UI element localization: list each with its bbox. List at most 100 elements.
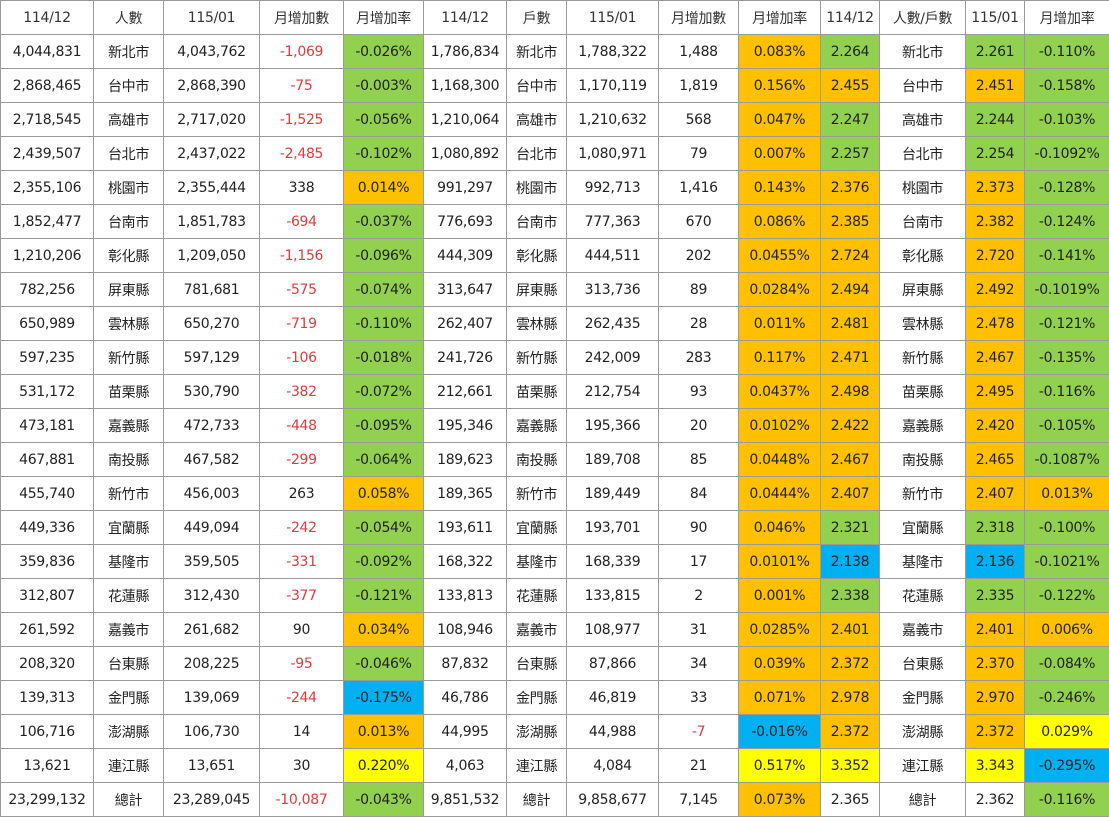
cell-hh-rate: 0.0448% — [738, 442, 821, 477]
cell-pph-rate: -0.1087% — [1024, 442, 1109, 477]
header-cell-pph-prev: 114/12 — [820, 0, 880, 35]
cell-pop-region: 高雄市 — [93, 102, 164, 137]
cell-hh-delta: 7,145 — [658, 782, 739, 817]
cell-hh-delta: 202 — [658, 238, 739, 273]
cell-hh-cur: 168,339 — [566, 544, 659, 579]
cell-pph-cur: 2.370 — [965, 646, 1025, 681]
cell-pph-prev: 2.724 — [820, 238, 880, 273]
cell-pop-cur: 13,651 — [163, 748, 260, 783]
cell-pop-rate: -0.018% — [343, 340, 424, 375]
cell-hh-region: 南投縣 — [506, 442, 567, 477]
cell-pph-prev: 2.338 — [820, 578, 880, 613]
cell-hh-prev: 991,297 — [423, 170, 507, 205]
cell-hh-region: 桃園市 — [506, 170, 567, 205]
cell-hh-region: 花蓮縣 — [506, 578, 567, 613]
cell-pop-region: 苗栗縣 — [93, 374, 164, 409]
cell-hh-delta: 85 — [658, 442, 739, 477]
cell-pop-cur: 781,681 — [163, 272, 260, 307]
cell-pop-region: 彰化縣 — [93, 238, 164, 273]
cell-pop-cur: 261,682 — [163, 612, 260, 647]
cell-pop-rate: 0.013% — [343, 714, 424, 749]
cell-pop-delta: -75 — [259, 68, 344, 103]
cell-pph-cur: 2.335 — [965, 578, 1025, 613]
cell-pph-region: 嘉義縣 — [879, 408, 966, 443]
cell-pph-region: 高雄市 — [879, 102, 966, 137]
cell-pph-region: 新竹縣 — [879, 340, 966, 375]
cell-pop-rate: -0.054% — [343, 510, 424, 545]
cell-hh-region: 台東縣 — [506, 646, 567, 681]
cell-hh-prev: 4,063 — [423, 748, 507, 783]
cell-pop-region: 台中市 — [93, 68, 164, 103]
cell-pop-rate: -0.064% — [343, 442, 424, 477]
cell-hh-prev: 1,168,300 — [423, 68, 507, 103]
cell-pop-rate: -0.072% — [343, 374, 424, 409]
cell-pop-delta: -1,069 — [259, 34, 344, 69]
cell-pop-region: 南投縣 — [93, 442, 164, 477]
cell-pph-prev: 2.422 — [820, 408, 880, 443]
cell-hh-prev: 193,611 — [423, 510, 507, 545]
header-cell-pph-label: 人數/戶數 — [879, 0, 966, 35]
cell-hh-delta: 31 — [658, 612, 739, 647]
table-row: 13,621 連江縣 13,651 30 0.220% 4,063 連江縣 4,084 21 0.… — [0, 748, 1109, 783]
cell-pph-prev: 3.352 — [820, 748, 880, 783]
cell-hh-prev: 313,647 — [423, 272, 507, 307]
cell-pph-cur: 2.720 — [965, 238, 1025, 273]
cell-pop-prev: 467,881 — [0, 442, 94, 477]
cell-hh-cur: 133,815 — [566, 578, 659, 613]
cell-hh-region: 連江縣 — [506, 748, 567, 783]
cell-pph-rate: -0.116% — [1024, 374, 1109, 409]
cell-hh-rate: 0.156% — [738, 68, 821, 103]
cell-pph-prev: 2.455 — [820, 68, 880, 103]
cell-pop-rate: 0.034% — [343, 612, 424, 647]
table-row: 1,852,477 台南市 1,851,783 -694 -0.037% 776,693 台… — [0, 204, 1109, 239]
cell-pph-prev: 2.494 — [820, 272, 880, 307]
cell-pph-rate: -0.246% — [1024, 680, 1109, 715]
cell-pph-cur: 2.492 — [965, 272, 1025, 307]
cell-pph-cur: 2.495 — [965, 374, 1025, 409]
cell-pop-cur: 23,289,045 — [163, 782, 260, 817]
cell-pop-prev: 13,621 — [0, 748, 94, 783]
cell-hh-cur: 193,701 — [566, 510, 659, 545]
cell-hh-rate: 0.517% — [738, 748, 821, 783]
cell-hh-delta: 89 — [658, 272, 739, 307]
table-row: 106,716 澎湖縣 106,730 14 0.013% 44,995 澎湖縣 44,988… — [0, 714, 1109, 749]
cell-hh-cur: 189,708 — [566, 442, 659, 477]
cell-pop-cur: 650,270 — [163, 306, 260, 341]
cell-pop-rate: -0.056% — [343, 102, 424, 137]
cell-hh-cur: 212,754 — [566, 374, 659, 409]
table-row: 261,592 嘉義市 261,682 90 0.034% 108,946 嘉義市 108,9… — [0, 612, 1109, 647]
cell-hh-delta: 33 — [658, 680, 739, 715]
cell-hh-rate: 0.0285% — [738, 612, 821, 647]
cell-pop-rate: -0.046% — [343, 646, 424, 681]
cell-hh-region: 金門縣 — [506, 680, 567, 715]
cell-hh-delta: 568 — [658, 102, 739, 137]
cell-pph-prev: 2.257 — [820, 136, 880, 171]
cell-pop-region: 花蓮縣 — [93, 578, 164, 613]
cell-pph-region: 宜蘭縣 — [879, 510, 966, 545]
cell-hh-rate: 0.001% — [738, 578, 821, 613]
cell-pop-region: 總計 — [93, 782, 164, 817]
table-row: 449,336 宜蘭縣 449,094 -242 -0.054% 193,611 宜蘭縣 19… — [0, 510, 1109, 545]
table-row: 208,320 台東縣 208,225 -95 -0.046% 87,832 台東縣 87,8… — [0, 646, 1109, 681]
cell-pop-delta: -242 — [259, 510, 344, 545]
header-cell-pop-delta: 月增加數 — [259, 0, 344, 35]
cell-pop-region: 宜蘭縣 — [93, 510, 164, 545]
cell-pph-rate: 0.006% — [1024, 612, 1109, 647]
cell-pop-prev: 2,439,507 — [0, 136, 94, 171]
cell-hh-cur: 313,736 — [566, 272, 659, 307]
cell-pop-prev: 473,181 — [0, 408, 94, 443]
cell-pop-cur: 1,851,783 — [163, 204, 260, 239]
cell-pph-cur: 2.136 — [965, 544, 1025, 579]
cell-pph-rate: -0.100% — [1024, 510, 1109, 545]
table-body: 4,044,831 新北市 4,043,762 -1,069 -0.026% 1,786,… — [0, 34, 1109, 817]
header-cell-pph-rate: 月增加率 — [1024, 0, 1109, 35]
cell-pph-rate: -0.295% — [1024, 748, 1109, 783]
cell-hh-delta: 2 — [658, 578, 739, 613]
header-cell-hh-delta: 月增加數 — [658, 0, 739, 35]
cell-pph-rate: -0.110% — [1024, 34, 1109, 69]
cell-pph-rate: -0.1092% — [1024, 136, 1109, 171]
cell-hh-cur: 242,009 — [566, 340, 659, 375]
cell-hh-prev: 212,661 — [423, 374, 507, 409]
table-row: 2,439,507 台北市 2,437,022 -2,485 -0.102% 1,080,… — [0, 136, 1109, 171]
